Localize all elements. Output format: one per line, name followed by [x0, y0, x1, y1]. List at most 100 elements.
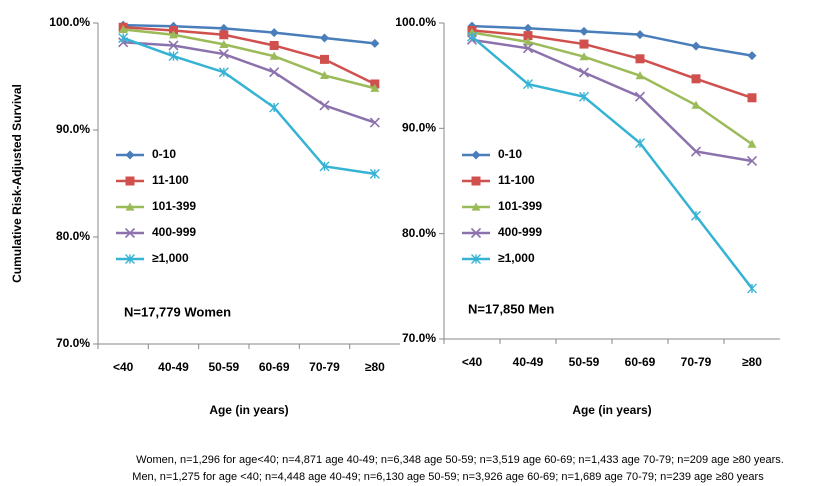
y-tick-label: 70.0%: [402, 331, 436, 345]
legend-marker: [125, 254, 135, 264]
y-tick-label: 100.0%: [395, 15, 436, 29]
marker: [218, 67, 229, 78]
marker: [269, 102, 280, 113]
marker: [579, 91, 589, 102]
y-tick-label: 80.0%: [402, 226, 436, 240]
x-tick-label: 50-59: [569, 355, 600, 369]
marker: [691, 41, 701, 51]
series-line: [471, 24, 753, 57]
x-tick-label: 50-59: [208, 360, 239, 374]
marker: [691, 100, 701, 109]
marker: [634, 91, 646, 102]
marker: [746, 155, 758, 167]
series-line: [123, 26, 376, 86]
marker: [747, 139, 757, 148]
legend-label: ≥1,000: [152, 251, 189, 265]
legend-label: ≥1,000: [498, 251, 535, 265]
marker: [169, 30, 178, 39]
legend-marker: [125, 202, 135, 211]
marker: [635, 30, 645, 40]
x-tick-label: ≥80: [365, 360, 385, 374]
marker: [578, 67, 590, 78]
marker: [635, 71, 645, 80]
x-tick-label: ≥80: [742, 355, 762, 369]
marker: [219, 39, 229, 48]
marker: [467, 31, 477, 42]
series-line: [123, 28, 376, 90]
y-tick-label: 90.0%: [56, 122, 90, 136]
legend-marker: [471, 176, 481, 186]
legend-label: 0-10: [498, 147, 522, 161]
x-tick-label: <40: [113, 360, 134, 374]
marker: [269, 40, 279, 50]
legend-label: 11-100: [152, 173, 189, 187]
y-tick-label: 100.0%: [49, 15, 90, 29]
marker: [747, 93, 757, 103]
footnote: Men, n=1,275 for age <40; n=4,448 age 40…: [132, 471, 764, 483]
series-line: [122, 36, 376, 176]
marker: [691, 74, 701, 84]
marker: [320, 54, 329, 64]
marker: [523, 37, 533, 46]
annotation: N=17,779 Women: [124, 304, 231, 319]
marker: [319, 100, 330, 111]
x-tick-label: 70-79: [681, 355, 712, 369]
marker: [269, 28, 279, 38]
x-tick-label: 40-49: [513, 355, 544, 369]
marker: [118, 32, 129, 43]
x-tick-label: <40: [462, 355, 483, 369]
y-axis-label: Cumulative Risk-Adjusted Survival: [10, 84, 24, 283]
legend-label: 101-399: [498, 199, 542, 213]
marker: [218, 48, 229, 60]
marker: [369, 117, 380, 128]
x-tick-label: 70-79: [309, 360, 340, 374]
marker: [168, 51, 179, 62]
x-tick-label: 60-69: [625, 355, 656, 369]
marker: [369, 168, 380, 179]
legend-marker: [124, 227, 136, 239]
series-line: [471, 29, 753, 99]
marker: [635, 54, 645, 64]
y-tick-label: 80.0%: [56, 229, 90, 243]
marker: [579, 39, 589, 49]
marker: [219, 30, 229, 40]
marker: [579, 26, 589, 36]
marker: [370, 83, 380, 92]
marker: [522, 43, 534, 54]
legend-label: 400-999: [498, 225, 542, 239]
legend-label: 0-10: [152, 147, 176, 161]
series-line: [123, 41, 376, 124]
marker: [523, 79, 533, 90]
marker: [320, 70, 329, 80]
legend-marker: [125, 176, 135, 186]
legend-label: 11-100: [498, 173, 535, 187]
marker: [319, 161, 330, 172]
series-line: [471, 38, 753, 163]
x-axis-label: Age (in years): [572, 403, 651, 417]
marker: [269, 67, 280, 78]
legend-label: 101-399: [152, 199, 196, 213]
y-tick-label: 70.0%: [56, 336, 90, 350]
legend-marker: [471, 254, 481, 264]
marker: [168, 40, 179, 51]
marker: [269, 51, 279, 60]
marker: [691, 210, 701, 221]
marker: [523, 23, 533, 33]
footnote: Women, n=1,296 for age<40; n=4,871 age 4…: [136, 454, 784, 466]
legend-marker: [470, 227, 482, 239]
x-tick-label: 40-49: [158, 360, 189, 374]
legend-marker: [471, 202, 481, 211]
legend-label: 400-999: [152, 225, 196, 239]
series-line: [123, 23, 375, 45]
annotation: N=17,850 Men: [468, 301, 554, 316]
x-tick-label: 60-69: [259, 360, 290, 374]
y-tick-label: 90.0%: [402, 121, 436, 135]
marker: [523, 31, 533, 41]
marker: [747, 51, 757, 61]
series-line: [471, 35, 753, 290]
marker: [690, 146, 702, 157]
legend-marker: [125, 150, 135, 160]
marker: [320, 33, 329, 43]
marker: [579, 52, 589, 61]
